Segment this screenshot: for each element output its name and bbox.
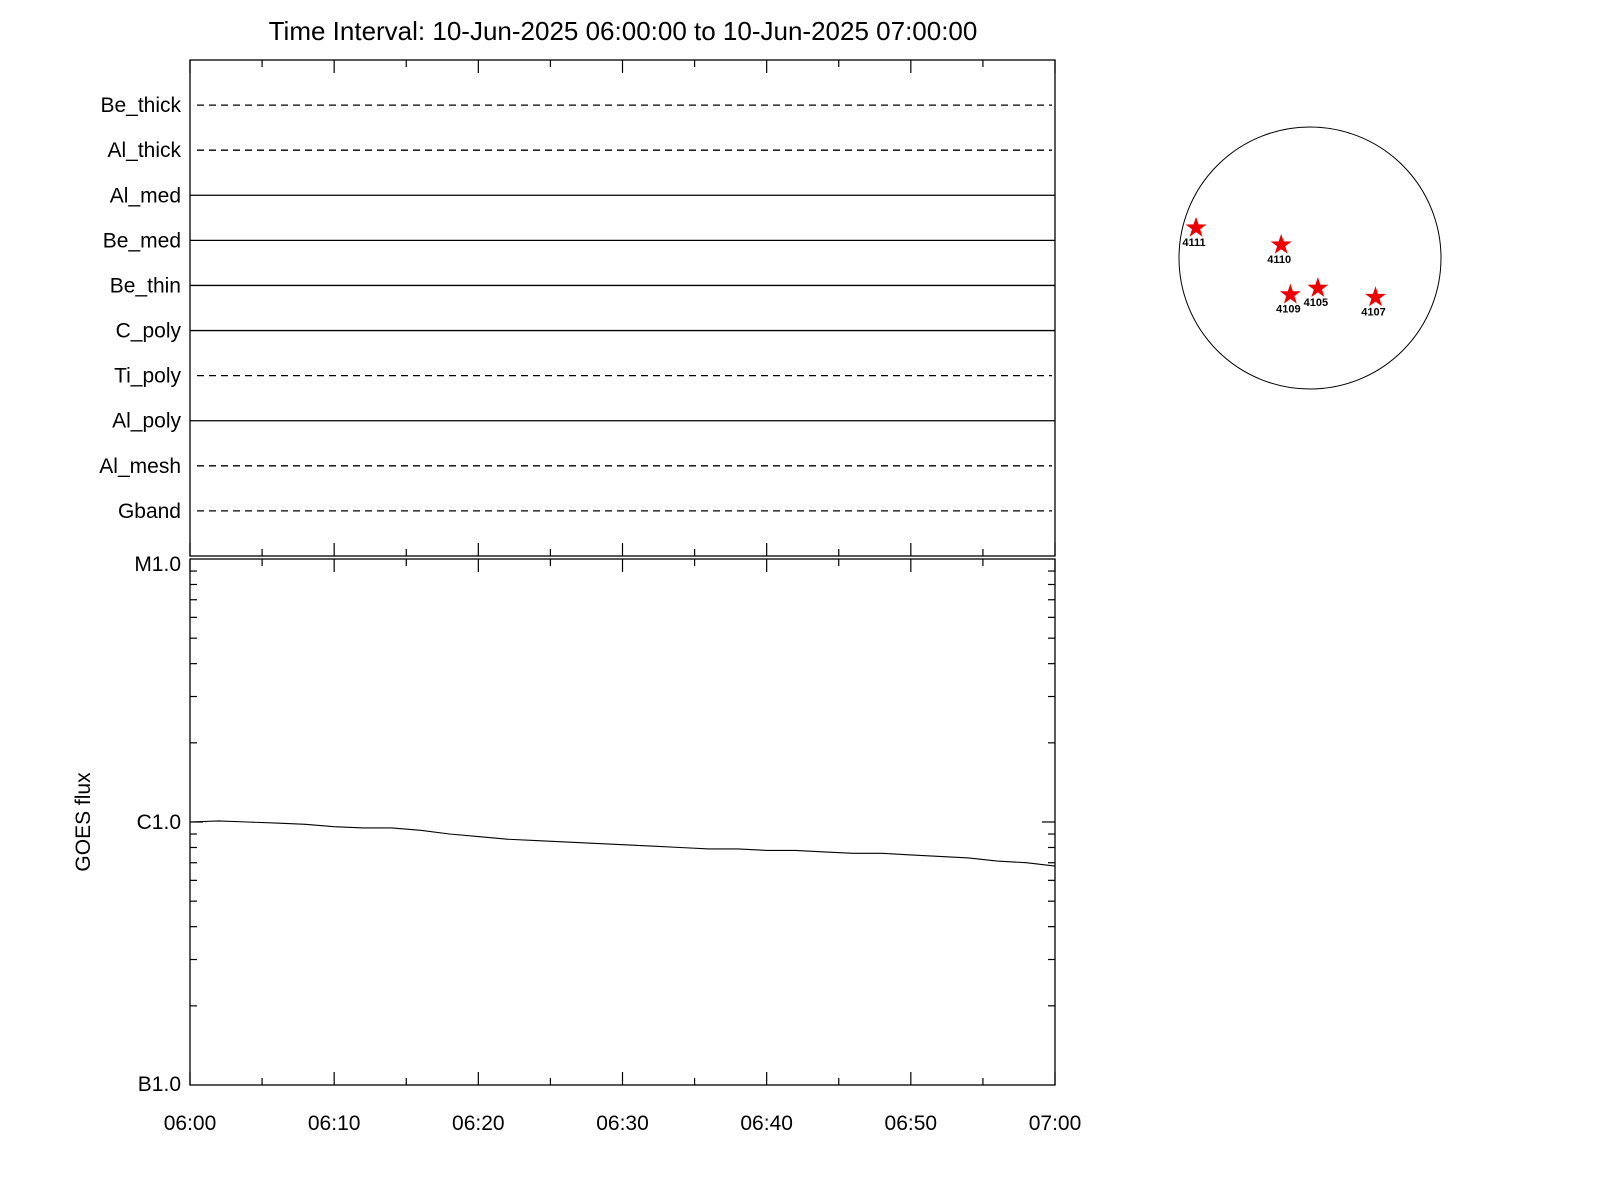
- filter-label-Ti_poly: Ti_poly: [114, 365, 181, 388]
- plot-title: Time Interval: 10-Jun-2025 06:00:00 to 1…: [269, 16, 978, 46]
- filter-timeline-panel: Be_thick Al_thick Al_med Be_med Be_thin C_pol…: [99, 59, 1056, 557]
- active-region-label-4109: 4109: [1276, 304, 1300, 316]
- x-tick-label: 06:40: [740, 1112, 793, 1135]
- goes-panel-border: [189, 558, 1056, 1086]
- active-region-star-4110: [1270, 233, 1292, 254]
- goes-flux-axis-label: GOES flux: [72, 772, 95, 872]
- active-region-star-4109: [1279, 283, 1301, 304]
- x-tick-label: 06:50: [885, 1112, 938, 1135]
- filter-label-C_poly: C_poly: [116, 320, 182, 343]
- filter-label-Al_thick: Al_thick: [107, 139, 181, 162]
- active-region-star-4105: [1307, 277, 1329, 298]
- active-region-star-4107: [1365, 286, 1386, 307]
- filter-label-Al_poly: Al_poly: [112, 410, 181, 433]
- filter-label-Be_thick: Be_thick: [100, 94, 181, 117]
- x-tick-label: 06:20: [452, 1112, 505, 1135]
- filter-label-Al_med: Al_med: [110, 184, 181, 207]
- y-tick-label-M1: M1.0: [134, 553, 181, 576]
- goes-flux-line: [189, 820, 1056, 867]
- x-tick-label: 06:10: [308, 1112, 361, 1135]
- active-region-star-4111: [1185, 216, 1207, 237]
- filter-label-Be_med: Be_med: [103, 229, 181, 252]
- active-region-label-4107: 4107: [1361, 306, 1385, 318]
- x-tick-label: 06:00: [164, 1112, 217, 1135]
- solar-disk: 4111 4110 4109 4105 4107: [1178, 126, 1442, 390]
- filter-panel-border: [189, 59, 1056, 557]
- solar-limb: [1178, 126, 1442, 390]
- active-region-label-4110: 4110: [1267, 254, 1291, 266]
- active-region-label-4111: 4111: [1182, 237, 1205, 249]
- filter-label-Al_mesh: Al_mesh: [99, 455, 181, 478]
- active-region-label-4105: 4105: [1304, 297, 1328, 309]
- y-tick-label-B1: B1.0: [138, 1073, 181, 1096]
- filter-label-Be_thin: Be_thin: [110, 274, 181, 297]
- x-tick-label: 06:30: [596, 1112, 649, 1135]
- filter-label-Gband: Gband: [118, 500, 181, 523]
- y-tick-label-C1: C1.0: [137, 811, 181, 834]
- goes-flux-panel: M1.0 C1.0 B1.0 06:00 06:10 06:20 06:30 06:40 06:…: [72, 553, 1081, 1135]
- x-tick-label: 07:00: [1029, 1112, 1082, 1135]
